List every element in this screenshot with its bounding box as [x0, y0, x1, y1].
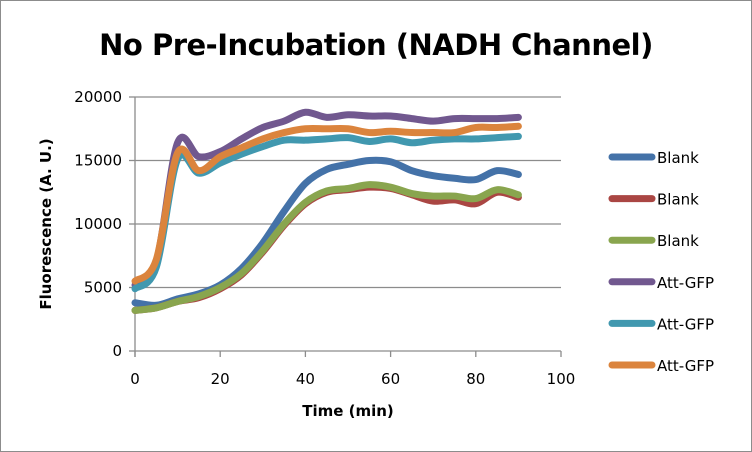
legend-label: Att-GFP	[657, 274, 714, 292]
x-tick-label: 0	[130, 370, 140, 388]
legend-label: Blank	[657, 232, 699, 250]
x-tick-label: 80	[466, 370, 485, 388]
series-line-blank-1	[131, 156, 522, 309]
axes	[129, 96, 562, 357]
y-axis-label: Fluorescence (A. U.)	[37, 138, 55, 309]
chart-title: No Pre-Incubation (NADH Channel)	[99, 28, 653, 62]
series-line-blank-3	[131, 181, 522, 314]
x-tick-label: 40	[296, 370, 315, 388]
series-lines	[131, 108, 522, 314]
y-tick-label: 5000	[84, 279, 122, 297]
y-tick-label: 15000	[74, 152, 122, 170]
tick-labels: 0 5000 10000 15000 20000 0 20 40 60 80 100	[74, 88, 575, 388]
x-tick-label: 20	[211, 370, 230, 388]
legend-label: Blank	[657, 149, 699, 167]
legend-label: Blank	[657, 191, 699, 209]
series-line-blank-2	[131, 183, 522, 314]
series-line-att-gfp-6	[131, 122, 522, 285]
x-axis-label: Time (min)	[302, 402, 394, 420]
y-tick-label: 20000	[74, 88, 122, 106]
y-tick-label: 0	[112, 342, 122, 360]
y-tick-label: 10000	[74, 215, 122, 233]
gridlines	[135, 96, 561, 289]
legend-label: Att-GFP	[657, 315, 714, 333]
series-line-att-gfp-4	[131, 108, 522, 289]
legend: Blank Blank Blank Att-GFP Att-GFP Att-GFP	[608, 149, 714, 375]
legend-label: Att-GFP	[657, 357, 714, 375]
x-tick-label: 100	[547, 370, 576, 388]
x-tick-label: 60	[381, 370, 400, 388]
